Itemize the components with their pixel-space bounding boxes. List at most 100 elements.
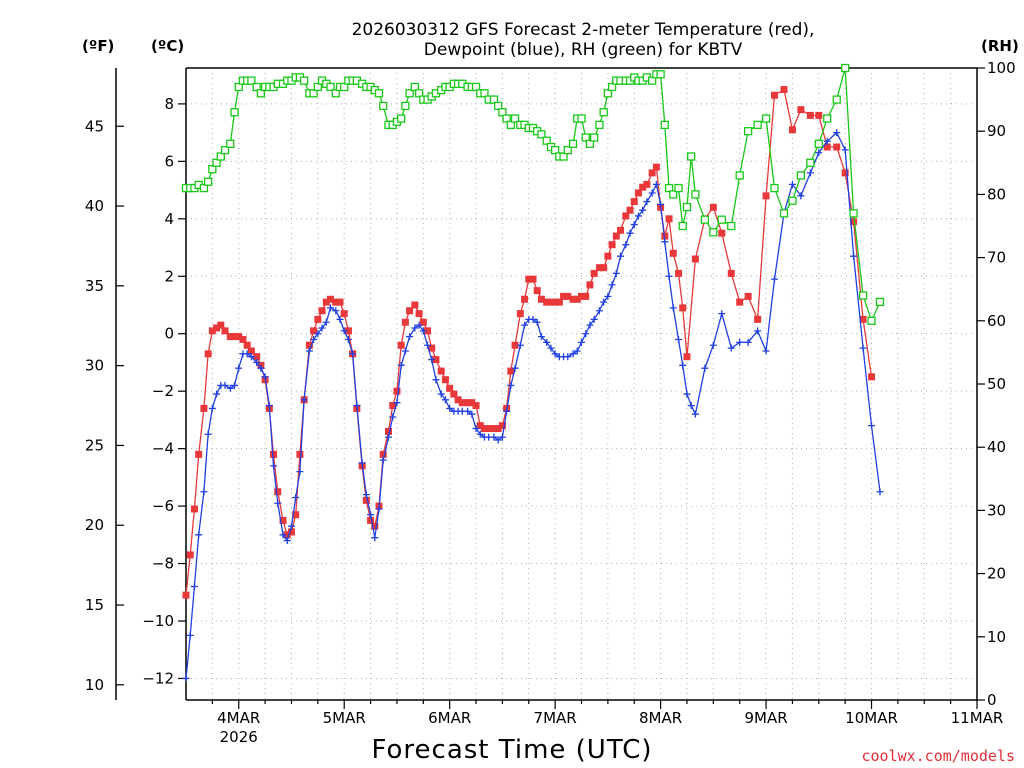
rh-tick-label: 90	[987, 122, 1006, 140]
dewpoint-point	[279, 531, 287, 539]
rh-point	[220, 146, 230, 155]
temperature-point	[371, 522, 379, 530]
temperature-point	[806, 111, 814, 119]
temperature-point	[521, 295, 529, 303]
rh-point	[682, 202, 692, 212]
dewpoint-point	[516, 341, 524, 349]
dewpoint-point	[630, 221, 638, 229]
temperature-point	[617, 226, 625, 234]
rh-point	[700, 215, 710, 224]
dewpoint-point	[494, 436, 502, 444]
temperature-point	[529, 275, 537, 283]
dewpoint-point	[648, 189, 656, 197]
dewpoint-point	[543, 338, 551, 346]
rh-point	[806, 158, 815, 167]
dewpoint-point	[401, 347, 409, 355]
temperature-point	[247, 347, 255, 355]
rh-point	[581, 133, 590, 142]
temperature-point	[384, 427, 392, 435]
dewpoint-point	[727, 344, 735, 352]
rh-point	[559, 152, 568, 161]
dewpoint-point	[362, 491, 370, 499]
temperature-point	[283, 531, 291, 539]
data-series	[181, 63, 885, 682]
temperature-point	[516, 310, 524, 318]
series-rh	[181, 63, 885, 325]
dewpoint-point	[573, 347, 581, 355]
temperature-point	[560, 292, 568, 300]
rh-point	[410, 82, 420, 92]
celsius-tick-label: −10	[142, 612, 174, 630]
temperature-point	[397, 341, 405, 349]
dewpoint-point	[507, 381, 515, 389]
temperature-point	[428, 344, 436, 352]
celsius-tick-label: −8	[152, 555, 174, 573]
dewpoint-point	[634, 212, 642, 220]
temperature-point	[340, 310, 348, 318]
dewpoint-point	[754, 327, 762, 335]
temperature-point	[578, 292, 585, 300]
temperature-point	[691, 255, 699, 263]
rh-point	[401, 101, 410, 111]
rh-tick-label: 30	[987, 501, 1006, 519]
rh-point	[405, 89, 414, 98]
dewpoint-point	[208, 404, 216, 412]
dewpoint-point	[186, 631, 194, 639]
dewpoint-point	[353, 402, 361, 410]
temperature-point	[762, 192, 770, 200]
temperature-point	[622, 212, 630, 220]
rh-point	[656, 70, 665, 79]
dewpoint-point	[582, 330, 590, 338]
temperature-point	[393, 387, 401, 395]
rh-point	[858, 291, 868, 300]
series-dewpoint	[182, 129, 884, 682]
dewpoint-point	[569, 350, 577, 358]
temperature-point	[736, 298, 744, 306]
rh-point	[788, 196, 797, 205]
dewpoint-point	[424, 341, 432, 349]
dewpoint-point	[643, 198, 651, 206]
dewpoint-point	[788, 180, 796, 188]
credit-text: coolwx.com/models	[861, 747, 1015, 765]
rh-point	[494, 101, 503, 111]
dewpoint-point	[604, 292, 612, 300]
celsius-tick-label: 8	[164, 95, 174, 113]
temperature-point	[336, 298, 344, 306]
rh-point	[471, 82, 481, 92]
temperature-point	[630, 198, 638, 206]
rh-point	[814, 139, 823, 148]
rh-point	[489, 95, 499, 104]
dewpoint-point	[389, 413, 397, 421]
temperature-point	[419, 318, 427, 326]
rh-point	[761, 114, 771, 123]
temperature-point	[401, 318, 409, 326]
rh-point	[660, 120, 669, 130]
dewpoint-point	[200, 488, 208, 496]
dewpoint-point	[744, 338, 752, 346]
dewpoint-point	[551, 350, 559, 358]
temperature-point	[235, 333, 243, 341]
rh-point	[230, 108, 239, 117]
x-tick-label: 5MAR	[323, 709, 366, 727]
rh-point	[203, 177, 213, 186]
temperature-point	[243, 341, 251, 349]
temperature-point	[547, 298, 555, 306]
temperature-point	[239, 335, 247, 343]
temperature-point	[362, 496, 370, 504]
temperature-point	[718, 229, 726, 237]
x-axis-label: Forecast Time (UTC)	[371, 735, 652, 765]
celsius-tick-label: −2	[152, 382, 174, 400]
temperature-point	[582, 292, 590, 300]
rh-point	[875, 297, 885, 306]
rh-point	[585, 139, 595, 148]
dewpoint-point	[675, 335, 683, 343]
dewpoint-point	[529, 315, 537, 323]
temperature-point	[389, 402, 397, 410]
chart-title-line-2: Dewpoint (blue), RH (green) for KBTV	[424, 40, 743, 60]
rh-point	[849, 209, 858, 218]
dewpoint-point	[868, 422, 876, 430]
fahrenheit-tick-label: 30	[85, 357, 104, 375]
temperature-point	[379, 450, 387, 458]
rh-point	[743, 127, 753, 136]
chart-title: 2026030312 GFS Forecast 2-meter Temperat…	[352, 20, 815, 60]
